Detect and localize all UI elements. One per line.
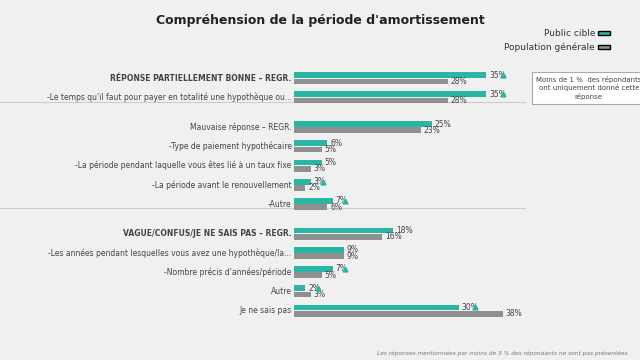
Bar [294,292,311,297]
Bar [294,166,311,172]
Text: Je ne sais pas: Je ne sais pas [239,306,292,315]
Bar [294,204,327,210]
Bar [294,273,322,278]
Text: 9%: 9% [346,245,358,254]
Bar [294,127,420,133]
Text: 5%: 5% [324,271,337,280]
Text: -La période avant le renouvellement: -La période avant le renouvellement [152,180,292,190]
Bar [294,78,448,84]
Text: 7%: 7% [335,196,348,205]
Text: RÉPONSE PARTIELLEMENT BONNE – REGR.: RÉPONSE PARTIELLEMENT BONNE – REGR. [111,74,292,83]
Text: 3%: 3% [314,177,326,186]
Text: 35%: 35% [489,71,506,80]
Text: Mauvaise réponse – REGR.: Mauvaise réponse – REGR. [190,122,292,132]
Bar [294,253,344,259]
Text: Population générale: Population générale [504,42,595,51]
Text: -Type de paiement hypothécaire: -Type de paiement hypothécaire [169,141,292,151]
Bar [294,179,311,185]
Text: 2%: 2% [308,184,320,193]
Text: -Le temps qu'il faut pour payer en totalité une hypothèque ou...: -Le temps qu'il faut pour payer en total… [47,93,292,102]
Text: 30%: 30% [461,303,479,312]
Bar [294,198,333,204]
Text: 23%: 23% [423,126,440,135]
Text: Public cible: Public cible [544,29,595,37]
Text: 18%: 18% [396,226,413,235]
Bar [294,147,322,152]
Bar [294,72,486,78]
Bar [294,98,448,103]
Text: -Les années pendant lesquelles vous avez une hypothèque/la...: -Les années pendant lesquelles vous avez… [49,248,292,258]
Text: 5%: 5% [324,145,337,154]
Bar [294,159,322,165]
Text: Autre: Autre [271,287,292,296]
Text: -Nombre précis d'années/période: -Nombre précis d'années/période [164,267,292,277]
Text: 28%: 28% [451,77,467,86]
Bar [294,311,503,316]
Text: 9%: 9% [346,252,358,261]
Bar [294,266,333,272]
Bar [294,234,382,240]
Text: 2%: 2% [308,284,320,293]
Text: Moins de 1 %  des répondants
ont uniquement donné cette
réponse: Moins de 1 % des répondants ont uniqueme… [536,76,640,99]
Bar [294,140,327,146]
Text: 35%: 35% [489,90,506,99]
Text: 6%: 6% [330,203,342,212]
Text: 3%: 3% [314,164,326,173]
Text: 7%: 7% [335,265,348,274]
Bar [294,185,305,191]
Bar [294,228,393,234]
Bar [294,247,344,253]
Text: Compréhension de la période d'amortissement: Compréhension de la période d'amortissem… [156,14,484,27]
Bar [294,285,305,291]
Text: VAGUE/CONFUS/JE NE SAIS PAS – REGR.: VAGUE/CONFUS/JE NE SAIS PAS – REGR. [123,229,292,238]
Text: Les réponses mentionnées par moins de 3 % des répondants ne sont pas présentées: Les réponses mentionnées par moins de 3 … [377,351,627,356]
Text: 6%: 6% [330,139,342,148]
Bar [294,305,459,310]
Bar [294,91,486,97]
Text: 5%: 5% [324,158,337,167]
Text: 25%: 25% [435,120,451,129]
Text: 28%: 28% [451,96,467,105]
Text: 38%: 38% [506,309,522,318]
Text: 16%: 16% [385,233,402,242]
Text: 3%: 3% [314,290,326,299]
Bar [294,121,431,127]
Text: -Autre: -Autre [268,199,292,208]
Text: -La période pendant laquelle vous êtes lié à un taux fixe: -La période pendant laquelle vous êtes l… [76,161,292,170]
